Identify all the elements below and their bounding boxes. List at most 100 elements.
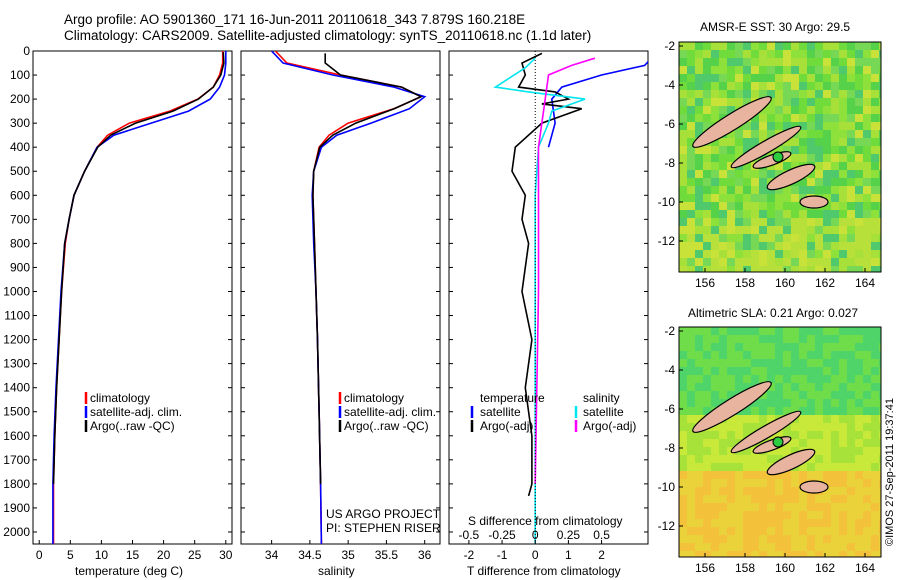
depth-tick-label: 1200 <box>3 333 30 347</box>
map-cell <box>767 407 775 415</box>
map-cell <box>799 335 807 343</box>
map-cell <box>855 375 863 383</box>
map-cell <box>727 503 735 511</box>
map-cell <box>815 66 823 74</box>
map-cell <box>799 98 807 106</box>
map-cell <box>879 122 881 130</box>
map-cell <box>743 487 751 495</box>
map-cell <box>871 519 879 527</box>
map-cell <box>679 359 687 367</box>
map-cell <box>751 58 759 66</box>
map-cell <box>719 42 727 50</box>
map-cell <box>815 335 823 343</box>
map-cell <box>703 407 711 415</box>
map-cell <box>695 447 703 455</box>
map-cell <box>831 423 839 431</box>
map-cell <box>823 170 831 178</box>
map-cell <box>735 42 743 50</box>
map-cell <box>823 42 831 50</box>
map-cell <box>791 226 799 234</box>
depth-tick-label: 1700 <box>3 453 30 467</box>
map-cell <box>743 98 751 106</box>
map-cell <box>831 106 839 114</box>
map-cell <box>687 106 695 114</box>
map-cell <box>807 170 815 178</box>
map-cell <box>775 351 783 359</box>
map-cell <box>727 218 735 226</box>
map-cell <box>687 335 695 343</box>
map-cell <box>727 535 735 543</box>
map-cell <box>751 90 759 98</box>
map-cell <box>855 154 863 162</box>
map-cell <box>719 495 727 503</box>
map-cell <box>783 359 791 367</box>
map-cell <box>847 226 855 234</box>
map-xtick-label: 162 <box>815 561 835 575</box>
map-cell <box>695 343 703 351</box>
map-cell <box>679 170 687 178</box>
map-cell <box>687 327 695 335</box>
map-cell <box>815 58 823 66</box>
map-cell <box>679 551 687 557</box>
map-cell <box>839 146 847 154</box>
map-cell <box>703 327 711 335</box>
map-cell <box>711 154 719 162</box>
map-cell <box>807 210 815 218</box>
map-cell <box>831 146 839 154</box>
map-cell <box>687 162 695 170</box>
map-cell <box>823 202 831 210</box>
map-cell <box>711 511 719 519</box>
map-cell <box>791 82 799 90</box>
map-cell <box>711 202 719 210</box>
map-cell <box>727 471 735 479</box>
map-cell <box>687 178 695 186</box>
map-cell <box>815 90 823 98</box>
map-cell <box>727 50 735 58</box>
map-cell <box>783 351 791 359</box>
map-cell <box>879 471 881 479</box>
map-cell <box>879 535 881 543</box>
map-cell <box>807 74 815 82</box>
map-cell <box>871 447 879 455</box>
map-cell <box>767 359 775 367</box>
map-cell <box>871 66 879 74</box>
map-cell <box>767 511 775 519</box>
map-cell <box>711 351 719 359</box>
map-cell <box>703 74 711 82</box>
map-cell <box>839 234 847 242</box>
map-cell <box>751 250 759 258</box>
map-cell <box>759 535 767 543</box>
map-cell <box>871 194 879 202</box>
map-cell <box>799 42 807 50</box>
map-cell <box>791 242 799 250</box>
map-cell <box>839 162 847 170</box>
map-cell <box>703 146 711 154</box>
map-cell <box>823 447 831 455</box>
map-cell <box>815 439 823 447</box>
map-cell <box>751 367 759 375</box>
map-cell <box>871 114 879 122</box>
map-cell <box>879 327 881 335</box>
map-cell <box>711 186 719 194</box>
map-cell <box>863 335 871 343</box>
depth-tick-label: 2000 <box>3 525 30 539</box>
map-cell <box>743 82 751 90</box>
map-cell <box>719 138 727 146</box>
map-cell <box>751 194 759 202</box>
map-cell <box>687 479 695 487</box>
map-cell <box>743 170 751 178</box>
map-cell <box>679 98 687 106</box>
map-cell <box>847 114 855 122</box>
map-cell <box>727 42 735 50</box>
map-cell <box>759 511 767 519</box>
map-cell <box>695 146 703 154</box>
map-cell <box>823 503 831 511</box>
map-cell <box>719 98 727 106</box>
map-cell <box>855 351 863 359</box>
map-cell <box>871 335 879 343</box>
map-cell <box>703 351 711 359</box>
map-cell <box>855 535 863 543</box>
map-cell <box>799 431 807 439</box>
map-cell <box>775 359 783 367</box>
map-cell <box>719 194 727 202</box>
